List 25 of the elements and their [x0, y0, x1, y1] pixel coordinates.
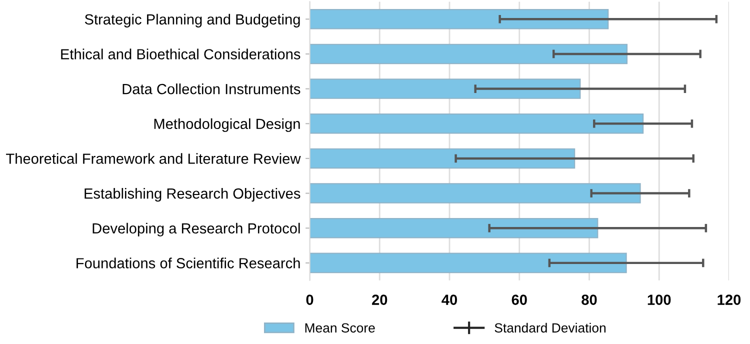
legend-label: Mean Score [305, 323, 375, 333]
x-tick-label: 20 [372, 294, 388, 305]
x-tick-label: 0 [306, 294, 314, 305]
y-tick-label: Theoretical Framework and Literature Review [6, 153, 301, 164]
bar [310, 148, 576, 169]
text: Standard Deviation [494, 322, 606, 333]
bar [310, 78, 581, 99]
y-tick-label: Strategic Planning and Budgeting [84, 14, 300, 28]
bar [310, 113, 644, 134]
x-tick-label: 100 [648, 294, 671, 305]
bar [310, 218, 598, 238]
bar [310, 252, 627, 274]
x-tick-label: 80 [582, 294, 597, 305]
y-tick-label: Methodological Design [154, 118, 300, 132]
y-tick-label: Establishing Research Objectives [84, 188, 300, 202]
x-tick-label: 40 [442, 294, 458, 305]
y-tick-label: Ethical and Bioethical Considerations [61, 48, 300, 60]
y-tick-label: Data Collection Instruments [122, 84, 300, 94]
y-tick-label: Developing a Research Protocol [92, 222, 300, 236]
x-tick-label: 60 [512, 294, 527, 305]
bar [310, 9, 609, 30]
y-tick-label: Foundations of Scientific Research [76, 258, 300, 268]
bar [310, 183, 641, 204]
bar [310, 44, 628, 64]
x-tick-label: 120 [718, 294, 741, 305]
